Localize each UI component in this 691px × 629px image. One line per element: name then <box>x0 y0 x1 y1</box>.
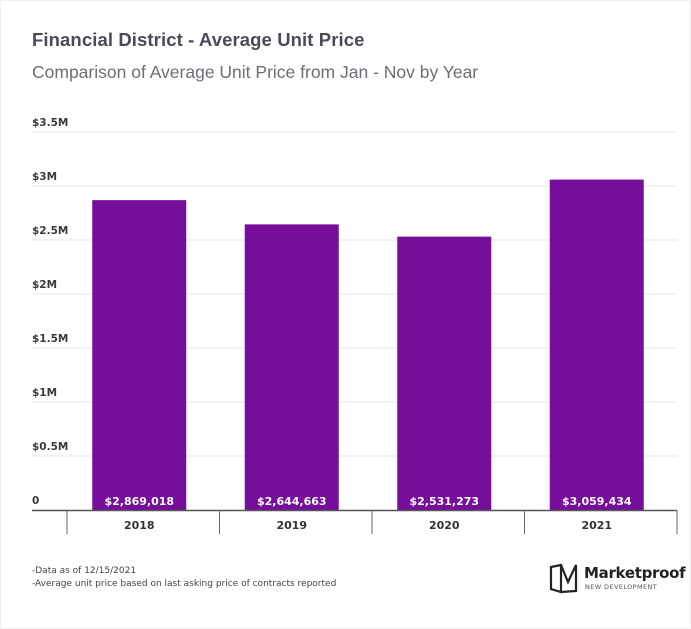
x-tick-label: 2018 <box>124 519 155 532</box>
footnote-data-date: -Data as of 12/15/2021 <box>32 566 137 576</box>
data-label: $2,869,018 <box>104 495 174 508</box>
logo-wordmark: Marketproof <box>584 564 686 582</box>
x-tick-label: 2020 <box>429 519 460 532</box>
chart-title: Financial District - Average Unit Price <box>32 29 365 50</box>
bars <box>92 179 644 511</box>
marketproof-logo-icon <box>549 563 578 594</box>
bar-2020 <box>397 236 492 511</box>
bar-2018 <box>92 200 187 510</box>
x-axis: 2018 2019 2020 2021 <box>32 509 678 534</box>
y-axis-ticks: 0 $0.5M $1M $1.5M $2M $2.5M $3M $3.5M <box>32 117 68 507</box>
y-tick-label: 0 <box>32 495 39 507</box>
chart-subtitle: Comparison of Average Unit Price from Ja… <box>32 62 479 82</box>
data-label: $2,644,663 <box>257 495 327 508</box>
footnotes: -Data as of 12/15/2021 -Average unit pri… <box>32 565 336 591</box>
marketproof-logo: Marketproof NEW DEVELOPMENT <box>548 562 686 596</box>
data-labels: $2,869,018 $2,644,663 $2,531,273 $3,059,434 <box>104 495 631 508</box>
bar-2019 <box>244 224 339 510</box>
y-tick-label: $1M <box>32 387 57 399</box>
y-tick-label: $3M <box>32 171 57 183</box>
y-tick-label: $0.5M <box>32 441 68 453</box>
x-tick-label: 2021 <box>581 519 612 532</box>
x-tick-label: 2019 <box>276 519 307 532</box>
y-tick-label: $3.5M <box>32 117 68 129</box>
y-tick-label: $2.5M <box>32 225 68 237</box>
y-tick-label: $1.5M <box>32 333 68 345</box>
y-tick-label: $2M <box>32 279 57 291</box>
logo-tagline: NEW DEVELOPMENT <box>585 583 658 591</box>
bar-2021 <box>549 179 644 511</box>
data-label: $3,059,434 <box>562 495 632 508</box>
data-label: $2,531,273 <box>409 495 479 508</box>
footnote-methodology: -Average unit price based on last asking… <box>32 579 337 589</box>
